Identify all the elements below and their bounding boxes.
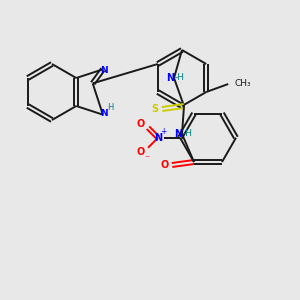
Text: +: + (160, 127, 166, 136)
Text: N: N (154, 133, 162, 143)
Text: O: O (137, 119, 145, 129)
Text: N: N (166, 73, 174, 83)
Text: CH₃: CH₃ (234, 80, 251, 88)
Text: O: O (137, 147, 145, 157)
Text: -H: -H (175, 74, 185, 82)
Text: N: N (100, 66, 108, 75)
Text: H: H (107, 103, 113, 112)
Text: N: N (100, 109, 108, 118)
Text: O: O (161, 160, 169, 170)
Text: ⁻: ⁻ (144, 154, 150, 164)
Text: S: S (152, 104, 159, 114)
Text: N: N (174, 129, 182, 139)
Text: -H: -H (183, 130, 193, 139)
